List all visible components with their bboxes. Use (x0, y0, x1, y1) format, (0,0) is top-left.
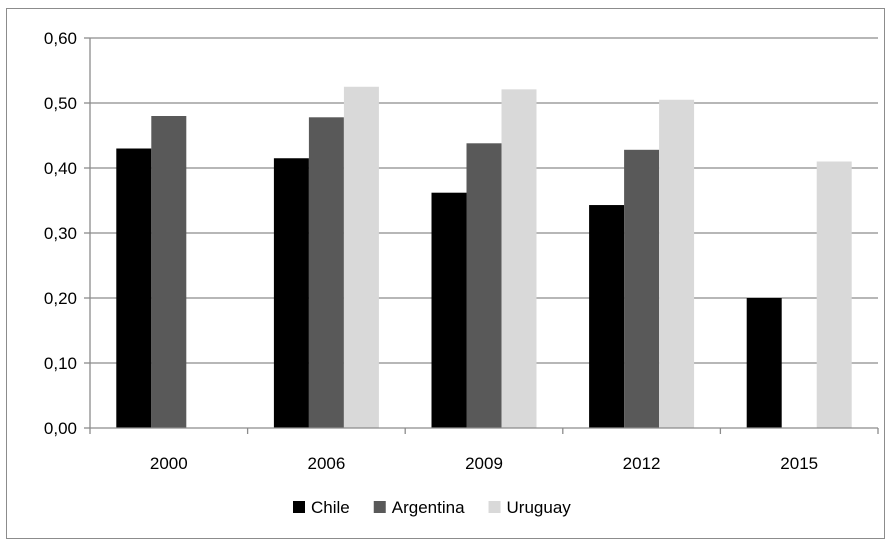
x-tick-label: 2009 (465, 454, 503, 473)
bar-argentina-2012 (624, 149, 660, 429)
legend-swatch-chile (293, 501, 305, 513)
bar-argentina-2006 (308, 117, 344, 429)
bar-chile-2015 (746, 298, 782, 428)
bar-chile-2000 (116, 148, 152, 428)
x-tick-label: 2000 (150, 454, 188, 473)
legend-swatch-uruguay (488, 501, 501, 513)
x-tick-label: 2006 (307, 454, 345, 473)
bar-chile-2009 (431, 192, 467, 428)
bar-argentina-2000 (151, 116, 187, 428)
x-tick-label: 2012 (623, 454, 661, 473)
bar-chile-2006 (273, 158, 309, 428)
y-tick-label: 0,30 (44, 224, 77, 243)
legend-label-chile: Chile (311, 498, 350, 517)
x-axis-tick-labels: 2000 2006 2009 2012 2015 (150, 454, 818, 473)
y-tick-label: 0,00 (44, 419, 77, 438)
bar-uruguay-2006 (343, 86, 379, 428)
legend-swatch-argentina (373, 501, 386, 513)
axes (89, 38, 879, 434)
y-tick-label: 0,60 (44, 29, 77, 48)
y-axis-tick-labels: 0,00 0,10 0,20 0,30 0,40 0,50 0,60 (44, 29, 77, 438)
x-tick-label: 2015 (780, 454, 818, 473)
legend-label-argentina: Argentina (392, 498, 465, 517)
y-tick-label: 0,50 (44, 94, 77, 113)
legend: Chile Argentina Uruguay (293, 498, 571, 517)
bar-argentina-2009 (466, 143, 502, 429)
legend-label-uruguay: Uruguay (507, 498, 572, 517)
bar-chile-2012 (589, 205, 625, 428)
bar-uruguay-2015 (816, 161, 852, 428)
y-tick-label: 0,10 (44, 354, 77, 373)
bar-uruguay-2012 (659, 99, 695, 428)
bar-uruguay-2009 (501, 89, 537, 428)
bars (116, 86, 852, 429)
y-tick-label: 0,20 (44, 289, 77, 308)
y-tick-label: 0,40 (44, 159, 77, 178)
